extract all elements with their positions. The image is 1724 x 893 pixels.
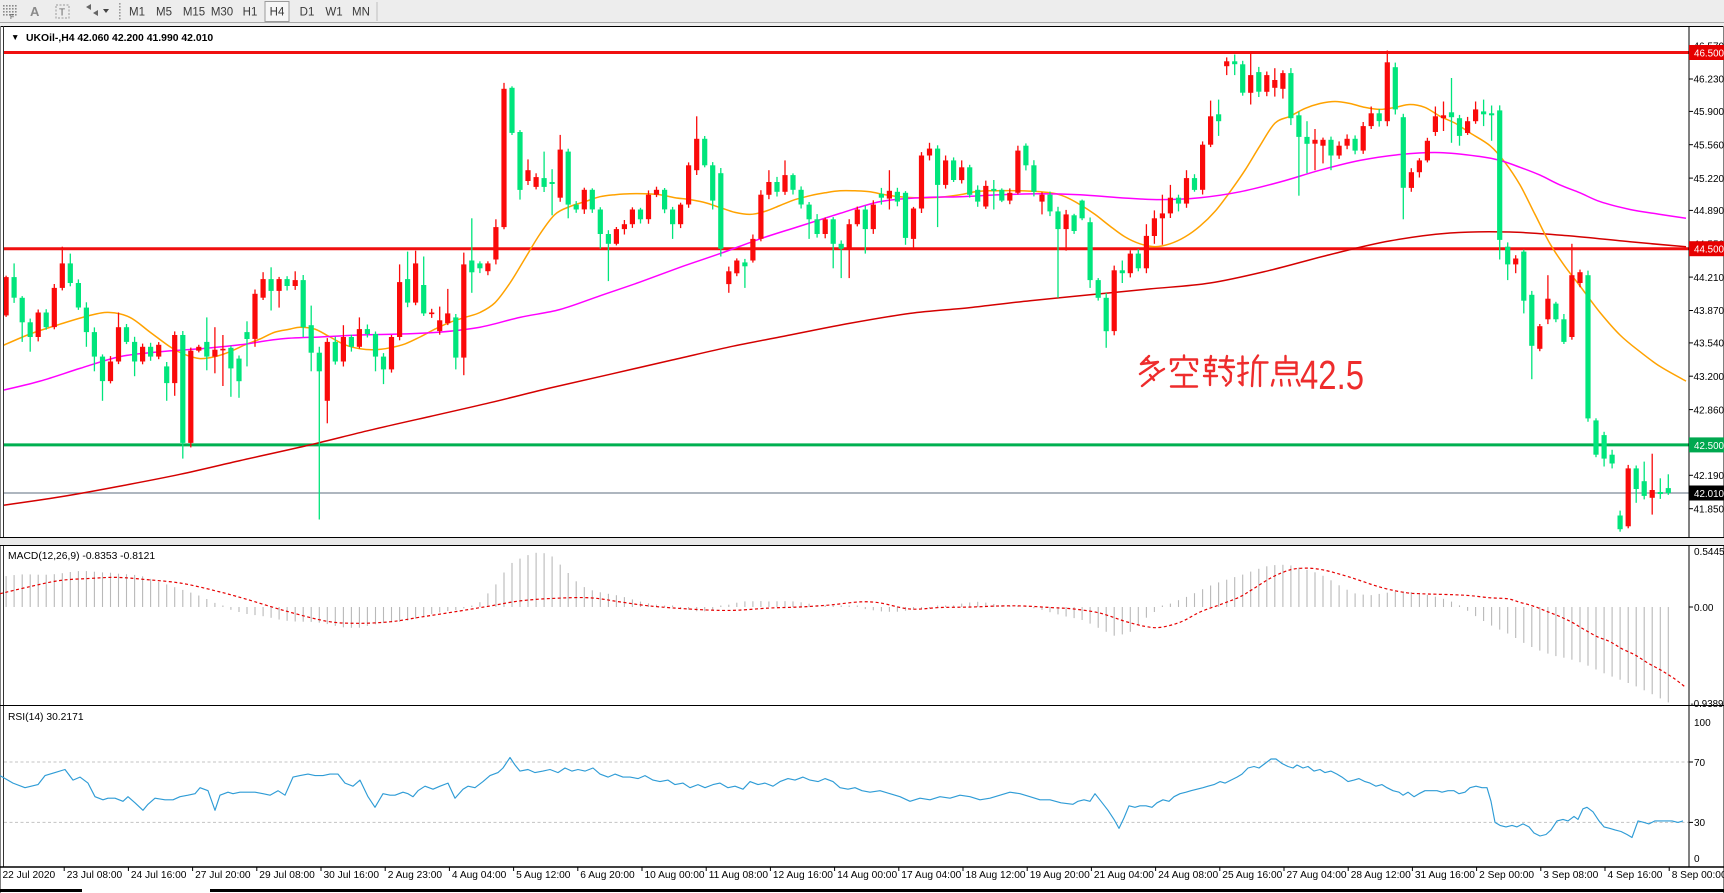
svg-text:12 Aug 16:00: 12 Aug 16:00 (773, 870, 833, 881)
svg-text:10 Aug 00:00: 10 Aug 00:00 (645, 870, 705, 881)
svg-text:43.870: 43.870 (1694, 306, 1724, 317)
svg-text:MACD(12,26,9) -0.8353 -0.8121: MACD(12,26,9) -0.8353 -0.8121 (8, 551, 155, 562)
svg-text:42.500: 42.500 (1694, 441, 1724, 452)
svg-text:▼: ▼ (11, 32, 19, 42)
svg-text:M1: M1 (129, 7, 145, 19)
svg-text:0.5445: 0.5445 (1694, 547, 1724, 558)
svg-text:30: 30 (1694, 818, 1706, 829)
svg-text:M15: M15 (183, 7, 205, 19)
svg-text:45.900: 45.900 (1694, 107, 1724, 118)
svg-text:45.560: 45.560 (1694, 140, 1724, 151)
svg-text:M30: M30 (211, 7, 233, 19)
svg-text:31 Aug 16:00: 31 Aug 16:00 (1415, 870, 1475, 881)
svg-text:4 Sep 16:00: 4 Sep 16:00 (1608, 870, 1663, 881)
svg-text:0: 0 (1694, 854, 1700, 865)
svg-text:11 Aug 08:00: 11 Aug 08:00 (709, 870, 769, 881)
svg-text:41.850: 41.850 (1694, 504, 1724, 515)
svg-text:H4: H4 (270, 7, 285, 19)
svg-text:D1: D1 (300, 7, 315, 19)
svg-text:3 Sep 08:00: 3 Sep 08:00 (1543, 870, 1598, 881)
svg-text:2 Aug 23:00: 2 Aug 23:00 (388, 870, 443, 881)
svg-text:24 Aug 08:00: 24 Aug 08:00 (1158, 870, 1218, 881)
svg-text:4 Aug 04:00: 4 Aug 04:00 (452, 870, 507, 881)
svg-text:H1: H1 (243, 7, 258, 19)
svg-text:24 Jul 16:00: 24 Jul 16:00 (131, 870, 187, 881)
svg-text:RSI(14) 30.2171: RSI(14) 30.2171 (8, 712, 84, 723)
svg-text:17 Aug 04:00: 17 Aug 04:00 (901, 870, 961, 881)
svg-text:MN: MN (352, 7, 370, 19)
svg-text:22 Jul 2020: 22 Jul 2020 (3, 870, 56, 881)
svg-text:46.500: 46.500 (1694, 49, 1724, 60)
svg-text:44.210: 44.210 (1694, 273, 1724, 284)
svg-text:6 Aug 20:00: 6 Aug 20:00 (580, 870, 635, 881)
svg-text:0.00: 0.00 (1694, 603, 1714, 614)
svg-text:30 Jul 16:00: 30 Jul 16:00 (324, 870, 380, 881)
svg-text:27 Jul 20:00: 27 Jul 20:00 (195, 870, 251, 881)
svg-text:UKOil-,H4 42.060 42.200 41.99: UKOil-,H4 42.060 42.200 41.990 42.010 (26, 33, 213, 44)
svg-text:19 Aug 20:00: 19 Aug 20:00 (1030, 870, 1090, 881)
svg-text:44.500: 44.500 (1694, 245, 1724, 256)
svg-text:27 Aug 04:00: 27 Aug 04:00 (1287, 870, 1347, 881)
svg-text:42.010: 42.010 (1694, 489, 1724, 500)
svg-text:A: A (30, 4, 40, 19)
svg-text:2 Sep 00:00: 2 Sep 00:00 (1479, 870, 1534, 881)
svg-text:43.540: 43.540 (1694, 339, 1724, 350)
svg-text:5 Aug 12:00: 5 Aug 12:00 (516, 870, 571, 881)
svg-text:F: F (10, 14, 14, 21)
svg-text:W1: W1 (325, 7, 342, 19)
svg-text:29 Jul 08:00: 29 Jul 08:00 (259, 870, 315, 881)
svg-text:44.890: 44.890 (1694, 206, 1724, 217)
svg-text:42.860: 42.860 (1694, 405, 1724, 416)
svg-text:70: 70 (1694, 758, 1706, 769)
svg-text:8 Sep 00:00: 8 Sep 00:00 (1672, 870, 1724, 881)
svg-text:42.190: 42.190 (1694, 471, 1724, 482)
svg-text:46.230: 46.230 (1694, 75, 1724, 86)
svg-text:100: 100 (1694, 718, 1711, 729)
svg-text:21 Aug 04:00: 21 Aug 04:00 (1094, 870, 1154, 881)
svg-text:25 Aug 16:00: 25 Aug 16:00 (1222, 870, 1282, 881)
svg-text:23 Jul 08:00: 23 Jul 08:00 (67, 870, 123, 881)
svg-text:18 Aug 12:00: 18 Aug 12:00 (966, 870, 1026, 881)
svg-text:M5: M5 (156, 7, 172, 19)
svg-text:42.5: 42.5 (1300, 352, 1364, 398)
svg-text:43.200: 43.200 (1694, 372, 1724, 383)
svg-text:28 Aug 12:00: 28 Aug 12:00 (1351, 870, 1411, 881)
svg-text:T: T (59, 8, 65, 19)
svg-text:14 Aug 00:00: 14 Aug 00:00 (837, 870, 897, 881)
svg-text:-0.9389: -0.9389 (1691, 699, 1724, 710)
svg-text:45.220: 45.220 (1694, 174, 1724, 185)
